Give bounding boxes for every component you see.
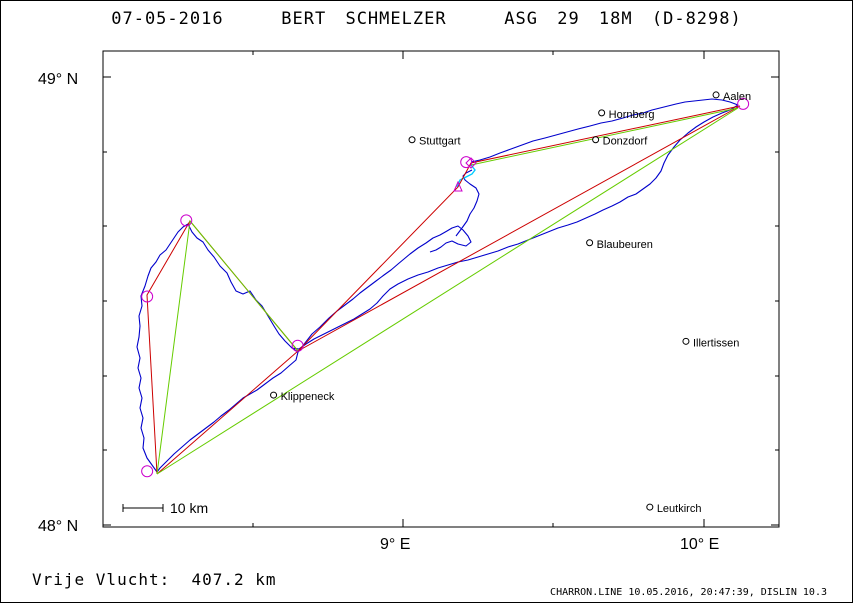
place-marker [712, 91, 720, 99]
turnpoints [141, 97, 750, 478]
place-label: Klippeneck [281, 391, 335, 403]
place-marker [586, 239, 594, 247]
lat-label-48: 48° N [38, 518, 78, 535]
scale-bar [122, 504, 164, 512]
place-marker [270, 391, 278, 399]
lon-label-10: 10° E [680, 536, 719, 553]
flight-title: 07-05-2016 BERT SCHMELZER ASG 29 18M (D-… [111, 9, 742, 29]
turnpoint-marker [180, 214, 193, 227]
task-line [146, 105, 741, 475]
turnpoint-marker [737, 97, 750, 110]
lon-ticks [252, 51, 705, 527]
flight-track [136, 98, 739, 473]
lon-label-9: 9° E [380, 536, 410, 553]
lat-label-49: 49° N [38, 71, 78, 88]
place-marker [598, 109, 606, 117]
place-marker [682, 337, 690, 345]
lat-ticks [103, 76, 779, 526]
turnpoint-marker [141, 465, 154, 478]
start-diamond [465, 157, 477, 169]
scale-bar-label: 10 km [170, 500, 208, 516]
fai-line-2 [156, 107, 739, 475]
place-label: Donzdorf [603, 136, 649, 148]
start-triangle [453, 180, 463, 192]
turnpoint-marker [291, 339, 304, 352]
free-flight-distance: Vrije Vlucht: 407.2 km [32, 570, 277, 589]
place-label: Illertissen [693, 337, 739, 349]
place-marker [408, 136, 416, 144]
place-label: Stuttgart [419, 136, 461, 148]
place-label: Aalen [723, 91, 751, 103]
turnpoint-marker [141, 290, 154, 303]
place-label: Blaubeuren [597, 239, 653, 251]
place-marker [646, 503, 654, 511]
places: Stuttgart Hornberg Donzdorf Aalen Blaubeuren… [270, 91, 751, 515]
fai-line [156, 219, 299, 475]
place-label: Leutkirch [657, 503, 702, 515]
place-label: Hornberg [609, 109, 655, 121]
plot-area [102, 50, 780, 528]
start-segment [456, 164, 476, 188]
turnpoint-marker [460, 156, 473, 169]
place-marker [592, 136, 600, 144]
program-info: CHARRON.LINE 10.05.2016, 20:47:39, DISLI… [550, 587, 827, 598]
